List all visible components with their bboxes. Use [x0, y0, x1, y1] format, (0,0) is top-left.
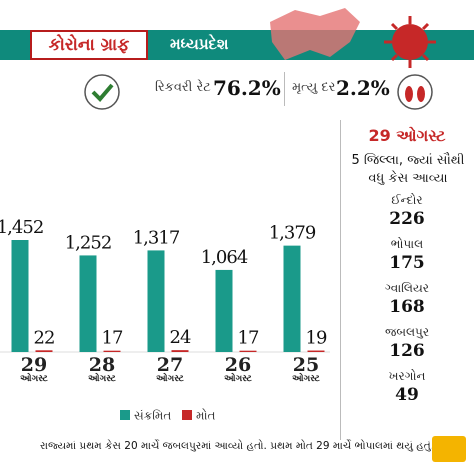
district-name: ભોપાલ [390, 237, 424, 251]
value-label: 1,064 [201, 247, 248, 268]
value-label: 1,252 [65, 232, 112, 253]
district-cases: 226 [389, 209, 425, 229]
bar [35, 350, 53, 352]
chart-area: 1,452 22 1,252 17 1,317 24 1,064 17 1,379 19 સંક્ર… [0, 217, 330, 423]
bar [239, 350, 257, 352]
bar [11, 240, 29, 352]
death-icon [397, 74, 433, 110]
district-name: ખરગોન [388, 369, 426, 383]
check-icon [84, 74, 120, 110]
x-tick-label: 25 ઓગસ્ટ [292, 354, 320, 384]
value-label: 19 [306, 328, 327, 349]
bar [307, 350, 325, 352]
legend-swatch [120, 410, 130, 420]
district-cases: 175 [389, 253, 425, 273]
x-tick-label: 27 ઓગસ્ટ [156, 354, 184, 384]
panel-date: 29 ઓગસ્ટ [368, 126, 446, 145]
district-name: ગ્વાલિયર [385, 281, 429, 295]
bar [79, 255, 97, 352]
x-tick-label: 28 ઓગસ્ટ [88, 354, 116, 384]
x-tick-label: 26 ઓગસ્ટ [224, 354, 252, 384]
value-label: 17 [102, 328, 123, 349]
district-name: ઈન્દોર [391, 193, 423, 207]
district-cases: 49 [395, 385, 419, 405]
state: મધ્યપ્રદેશ [170, 35, 229, 53]
stat-label: મૃત્યુ દર [292, 80, 336, 95]
bar [103, 350, 121, 352]
panel-subtitle: 5 જિલ્લા, જ્યાં સૌથી વધુ કેસ આવ્યા [351, 153, 465, 186]
value-label: 17 [238, 328, 259, 349]
value-label: 1,317 [133, 227, 180, 248]
logo [432, 436, 466, 462]
stat-value: 76.2% [213, 76, 281, 100]
value-label: 1,452 [0, 217, 43, 238]
x-tick-label: 29 ઓગસ્ટ [20, 354, 48, 384]
stat-label: રિકવરી રેટ [155, 80, 211, 95]
header-art [270, 8, 436, 68]
footer: રાજ્યમાં પ્રથમ કેસ 20 માર્ચે જબલપુરમાં આ… [39, 440, 435, 452]
bar [283, 245, 301, 352]
value-label: 1,379 [269, 223, 316, 244]
legend-swatch [182, 410, 192, 420]
bar [215, 269, 233, 352]
stat-value: 2.2% [336, 76, 390, 100]
bar [171, 350, 189, 352]
bar [147, 250, 165, 352]
separator [284, 72, 285, 106]
value-label: 24 [170, 327, 191, 348]
district-cases: 168 [389, 297, 425, 317]
legend-label: મોત [196, 409, 215, 423]
value-label: 22 [34, 327, 55, 348]
district-cases: 126 [389, 341, 425, 361]
title: કોરોના ગ્રાફ [30, 30, 148, 60]
district-name: જબલપુર [384, 325, 430, 339]
chart: 1,452 22 1,252 17 1,317 24 1,064 17 1,379 19 સંક્ર… [0, 217, 330, 423]
legend-label: સંક્રમિત [134, 409, 171, 423]
divider [340, 120, 341, 440]
